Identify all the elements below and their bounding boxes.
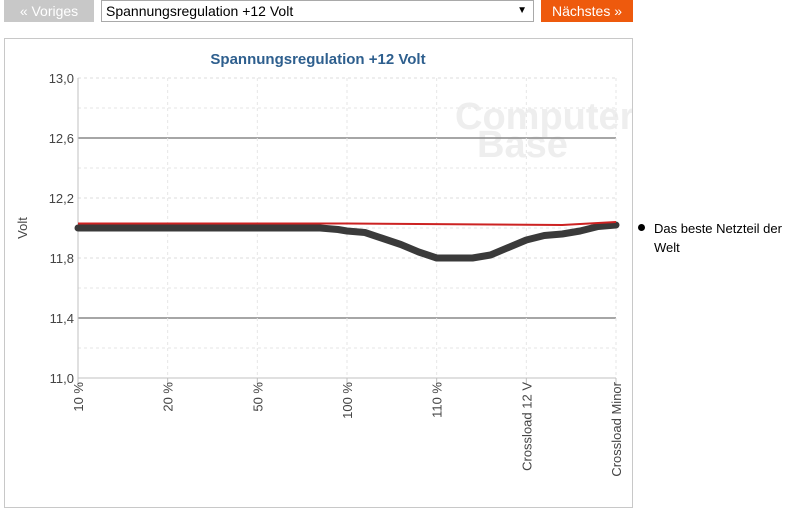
x-tick-label: 50 % [250, 382, 265, 412]
x-tick-label: 10 % [71, 382, 86, 412]
x-tick-label: 110 % [430, 382, 445, 418]
x-tick-label: Crossload 12 V [519, 382, 534, 471]
x-tick-label: 100 % [340, 382, 355, 419]
chart-panel: Spannungsregulation +12 Volt Computer Base… [4, 38, 633, 508]
y-tick-label: 13,0 [49, 71, 74, 86]
legend-marker-icon [638, 224, 645, 231]
chart-title: Spannungsregulation +12 Volt [210, 51, 425, 68]
y-tick-label: 12,2 [49, 191, 74, 206]
x-tick-label: Crossload Minor [609, 381, 624, 476]
previous-button[interactable]: « Voriges [4, 0, 94, 22]
chart-select-value: Spannungsregulation +12 Volt [106, 3, 294, 19]
next-button[interactable]: Nächstes » [541, 0, 633, 22]
y-tick-label: 11,4 [50, 311, 74, 326]
y-tick-label: 12,6 [49, 131, 74, 146]
y-tick-label: 11,8 [50, 251, 74, 266]
y-tick-label: 11,0 [50, 371, 74, 386]
series-line-netzteil[interactable] [74, 221, 620, 262]
chart-canvas: Spannungsregulation +12 Volt ComputerBase… [15, 51, 632, 477]
y-axis-label: Volt [15, 217, 30, 239]
watermark-logo-line1: Computer [455, 96, 632, 138]
chart-select-dropdown[interactable]: Spannungsregulation +12 Volt ▼ [101, 0, 534, 22]
chevron-down-icon[interactable]: ▼ [517, 5, 527, 16]
x-tick-label: 20 % [161, 382, 176, 412]
series-line-reference[interactable] [78, 221, 617, 227]
legend-entry-label[interactable]: Das beste Netzteil der Welt [654, 221, 782, 255]
watermark-logo-line2: Base [477, 124, 568, 166]
